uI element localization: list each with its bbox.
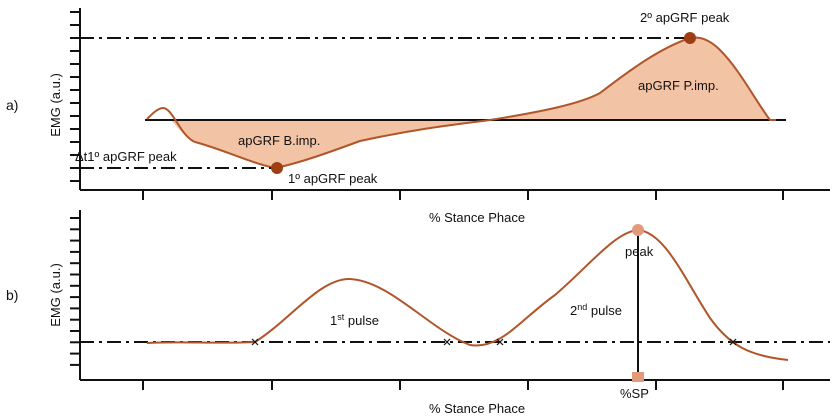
peak2-label: 2º apGRF peak (640, 10, 730, 25)
panel-a-x-axis-title: % Stance Phace (429, 210, 525, 225)
apgrf-curve (146, 36, 776, 170)
threshold-cross-mark (496, 338, 504, 346)
peak1-marker (271, 162, 283, 174)
panel-a-y-axis-title: EMG (a.u.) (48, 73, 63, 137)
panel-b-x-axis-title: % Stance Phace (429, 401, 525, 416)
propulsive-impulse-area (490, 37, 770, 120)
stance-percent-marker (632, 372, 644, 382)
stance-percent-label: %SP (620, 386, 649, 401)
threshold-cross-mark (251, 338, 259, 346)
peak1-label: 1º apGRF peak (288, 171, 378, 186)
threshold-crossing-marks (251, 338, 737, 346)
panel-b-x-ticks (142, 380, 784, 390)
delta-t-label: Δt1º apGRF peak (75, 149, 177, 164)
braking-impulse-label: apGRF B.imp. (238, 133, 320, 148)
panel-b: b) EMG (a.u.) peak 1st pulse 2nd pulse %… (6, 210, 830, 416)
panel-a-letter: a) (6, 97, 18, 113)
pulse-1-label: 1st pulse (330, 312, 379, 328)
panel-a-y-ticks (70, 11, 80, 182)
peak-label: peak (625, 244, 654, 259)
emg-curve (146, 228, 789, 361)
peak2-marker (684, 32, 696, 44)
panel-b-y-ticks (70, 217, 80, 366)
panel-b-letter: b) (6, 287, 18, 303)
panel-a-x-ticks (142, 190, 784, 200)
threshold-cross-mark (729, 338, 737, 346)
emg-peak-marker (632, 224, 644, 236)
threshold-cross-mark (443, 338, 451, 346)
panel-a: a) EMG (a.u.) 2º apGRF peak 1º apGRF pea… (6, 8, 830, 225)
pulse-2-label: 2nd pulse (570, 302, 622, 318)
panel-b-y-axis-title: EMG (a.u.) (48, 263, 63, 327)
propulsive-impulse-label: apGRF P.imp. (638, 78, 719, 93)
